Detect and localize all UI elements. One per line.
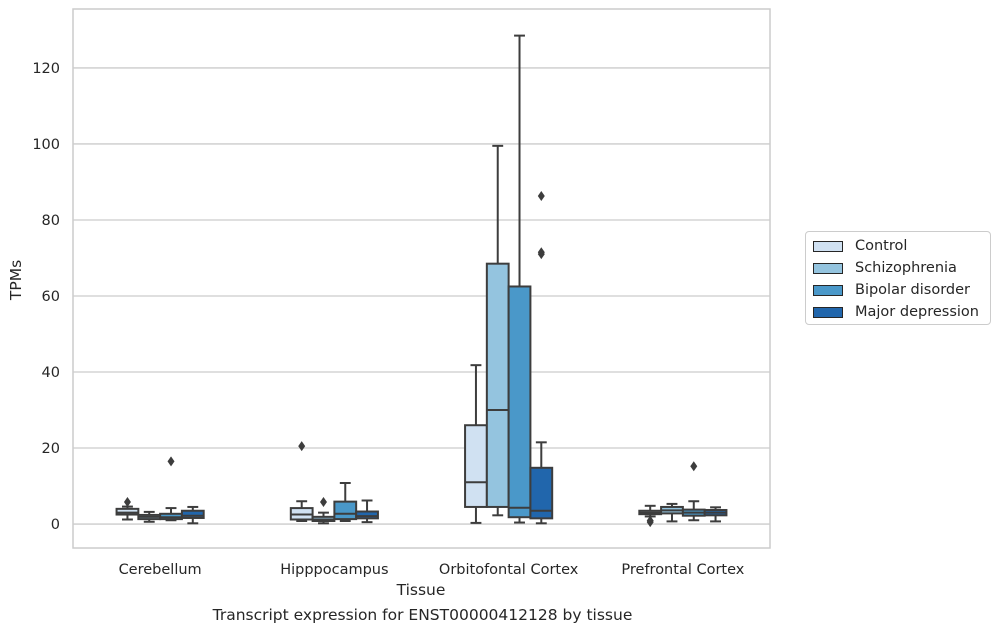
- box-bipolar-disorder-orbitofontal-cortex: [507, 34, 532, 524]
- box-schizophrenia-cerebellum: [137, 510, 162, 523]
- legend-label-schizophrenia: Schizophrenia: [855, 260, 957, 276]
- legend: Control Schizophrenia Bipolar disorder M…: [805, 231, 991, 325]
- box-control-orbitofontal-cortex-body: [464, 424, 488, 508]
- y-axis-label: TPMs: [7, 260, 25, 301]
- box-schizophrenia-hipppocampus: [311, 497, 336, 525]
- y-tick-labels: 0 20 40 60 80 100 120: [32, 61, 60, 533]
- box-control-cerebellum: [115, 497, 140, 521]
- box-major-depression-hipppocampus: [355, 499, 379, 524]
- box-schizophrenia-orbitofontal-cortex: [485, 144, 510, 517]
- box-major-depression-cerebellum: [180, 505, 205, 525]
- legend-swatch-schizophrenia: [813, 262, 843, 274]
- series-major-depression: [180, 191, 728, 525]
- y-tick-label-100: 100: [32, 137, 60, 153]
- x-tick-labels: Cerebellum Hipppocampus Orbitofontal Corte…: [119, 562, 745, 578]
- box-major-depression-hipppocampus-body: [355, 510, 379, 520]
- box-control-cerebellum-outlier-0: [123, 497, 131, 508]
- y-tick-label-120: 120: [32, 61, 60, 77]
- legend-swatch-control: [813, 240, 843, 252]
- x-axis-label: Tissue: [396, 581, 446, 599]
- legend-swatch-bipolar-disorder: [813, 284, 843, 296]
- x-tick-label-prefrontal-cortex: Prefrontal Cortex: [621, 562, 744, 578]
- x-tick-label-hipppocampus: Hipppocampus: [280, 562, 388, 578]
- box-bipolar-disorder-hipppocampus: [333, 482, 358, 523]
- box-control-hipppocampus: [289, 441, 314, 523]
- y-tick-label-20: 20: [42, 441, 60, 457]
- plot-frame: [72, 8, 771, 549]
- box-major-depression-orbitofontal-cortex-outlier-2: [537, 191, 545, 202]
- series-bipolar-disorder: [159, 34, 706, 524]
- box-bipolar-disorder-orbitofontal-cortex-body: [507, 285, 532, 519]
- box-major-depression-cerebellum-body: [180, 509, 205, 519]
- grid-lines: [73, 67, 770, 525]
- y-tick-label-80: 80: [42, 213, 60, 229]
- legend-item-bipolar-disorder: Bipolar disorder: [813, 280, 970, 300]
- x-tick-label-cerebellum: Cerebellum: [119, 562, 202, 578]
- box-control-hipppocampus-outlier-0: [298, 441, 306, 452]
- box-major-depression-orbitofontal-cortex-body: [529, 466, 554, 520]
- legend-label-bipolar-disorder: Bipolar disorder: [855, 282, 970, 298]
- y-tick-label-40: 40: [42, 365, 60, 381]
- box-plot-series: [115, 34, 728, 528]
- box-schizophrenia-prefrontal-cortex: [660, 502, 684, 523]
- box-major-depression-prefrontal-cortex: [703, 506, 728, 523]
- box-bipolar-disorder-cerebellum-outlier-0: [167, 456, 175, 467]
- legend-item-schizophrenia: Schizophrenia: [813, 258, 957, 278]
- y-tick-label-0: 0: [51, 517, 60, 533]
- legend-swatch-major-depression: [813, 306, 843, 318]
- series-schizophrenia: [137, 144, 684, 525]
- box-bipolar-disorder-prefrontal-cortex-outlier-0: [690, 461, 698, 472]
- box-major-depression-orbitofontal-cortex: [529, 191, 554, 525]
- series-control: [115, 364, 663, 528]
- legend-label-major-depression: Major depression: [855, 304, 979, 320]
- legend-label-control: Control: [855, 238, 908, 254]
- x-tick-label-orbitofontal-cortex: Orbitofontal Cortex: [439, 562, 579, 578]
- box-bipolar-disorder-cerebellum: [159, 456, 183, 522]
- y-tick-label-60: 60: [42, 289, 60, 305]
- box-control-prefrontal-cortex-outlier-1: [646, 515, 654, 526]
- box-schizophrenia-hipppocampus-outlier-0: [319, 497, 327, 508]
- box-control-orbitofontal-cortex: [464, 364, 488, 524]
- legend-item-major-depression: Major depression: [813, 302, 979, 322]
- box-bipolar-disorder-hipppocampus-body: [333, 500, 358, 521]
- box-schizophrenia-orbitofontal-cortex-body: [485, 262, 510, 508]
- legend-item-control: Control: [813, 236, 907, 256]
- box-major-depression-orbitofontal-cortex-outlier-1: [537, 247, 545, 258]
- chart-caption: Transcript expression for ENST0000041212…: [212, 606, 633, 624]
- box-bipolar-disorder-prefrontal-cortex: [681, 461, 706, 522]
